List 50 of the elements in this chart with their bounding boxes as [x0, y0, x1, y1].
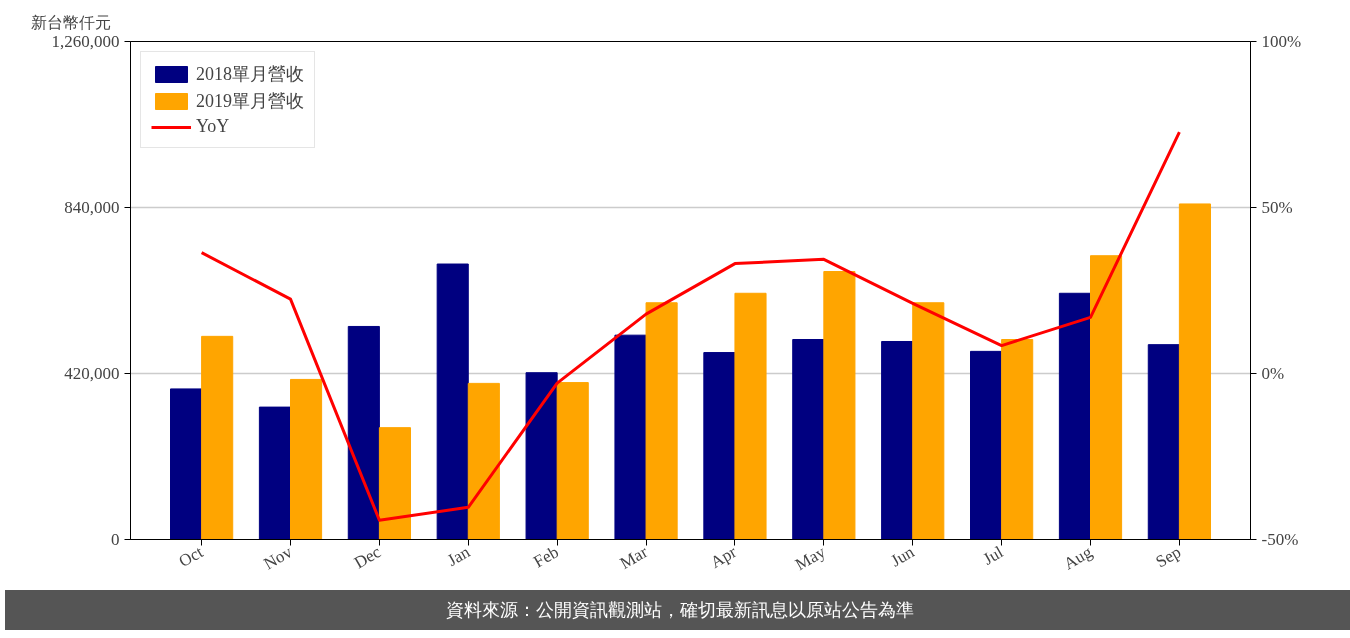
- x-tick-label: Dec: [350, 542, 385, 573]
- x-tick-label: Jul: [979, 542, 1007, 569]
- bar: [378, 427, 411, 540]
- x-tick-label: Nov: [260, 542, 296, 574]
- bar: [912, 302, 945, 540]
- x-tick-label: May: [792, 542, 830, 575]
- legend-label: 2019單月營收: [196, 90, 304, 113]
- y2-tick-label: 0%: [1261, 364, 1285, 383]
- bar: [201, 335, 234, 540]
- line-series: [200, 130, 1181, 522]
- y-tick-label: 420,000: [64, 364, 120, 383]
- bar: [734, 292, 767, 540]
- bar: [703, 352, 736, 540]
- bar: [170, 388, 203, 540]
- bar: [258, 406, 291, 540]
- bar: [436, 263, 469, 540]
- bar: [1147, 344, 1180, 540]
- bar: [823, 271, 856, 540]
- bar: [1178, 203, 1211, 540]
- bar: [792, 339, 825, 540]
- x-tick-label: Feb: [530, 542, 562, 572]
- y-tick-label: 1,260,000: [51, 32, 120, 51]
- bar: [1058, 292, 1091, 540]
- x-tick-label: Jan: [443, 542, 474, 571]
- bar: [881, 340, 914, 540]
- bar: [614, 334, 647, 540]
- bar: [1090, 255, 1123, 540]
- x-tick-label: Sep: [1152, 542, 1185, 572]
- bar: [525, 372, 558, 540]
- x-tick-label: Mar: [616, 542, 652, 573]
- bar: [556, 382, 589, 540]
- x-tick-label: Jun: [887, 542, 918, 571]
- x-tick-label: Apr: [707, 542, 740, 572]
- bar: [467, 382, 500, 540]
- y-tick-label: 0: [111, 530, 120, 549]
- x-tick-label: Aug: [1060, 542, 1096, 574]
- y-tick-label: 840,000: [64, 198, 120, 217]
- bar: [645, 302, 678, 540]
- source-note: 資料來源：公開資訊觀測站，確切最新訊息以原站公告為準: [446, 599, 914, 622]
- y2-tick-label: 50%: [1261, 198, 1293, 217]
- legend-label: YoY: [196, 116, 230, 137]
- bar: [1001, 339, 1034, 540]
- bar: [970, 350, 1003, 540]
- x-tick-label: Oct: [175, 542, 207, 571]
- bar: [347, 325, 380, 540]
- y2-tick-label: 100%: [1261, 32, 1302, 51]
- y2-tick-label: -50%: [1261, 530, 1299, 549]
- bar: [290, 378, 323, 540]
- legend-label: 2018單月營收: [196, 63, 304, 86]
- y-axis-title: 新台幣仟元: [30, 13, 111, 31]
